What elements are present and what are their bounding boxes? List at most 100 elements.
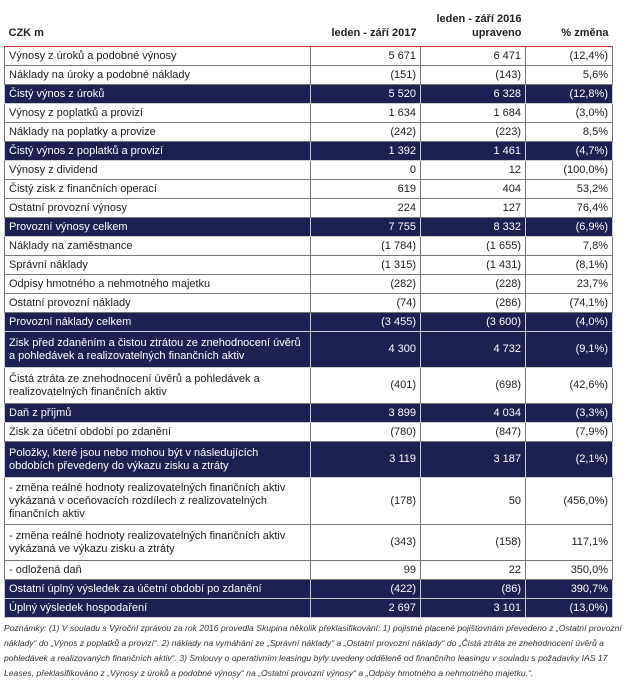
value-change: (456,0%) <box>525 477 613 525</box>
header-2016-line1: leden - září 2016 <box>436 13 522 25</box>
value-2016: 12 <box>420 160 526 180</box>
value-2016: 1 684 <box>420 103 526 123</box>
row-label: Položky, které jsou nebo mohou být v nás… <box>4 441 311 478</box>
value-change: (12,8%) <box>525 84 613 104</box>
value-change: (3,0%) <box>525 103 613 123</box>
value-2017: 3 899 <box>310 403 421 423</box>
table-row: Odpisy hmotného a nehmotného majetku (282… <box>4 274 613 294</box>
value-2017: (1 784) <box>310 236 421 256</box>
header-2016: leden - září 2016 upraveno <box>420 0 526 47</box>
value-2017: 3 119 <box>310 441 421 478</box>
value-change: 350,0% <box>525 560 613 580</box>
row-label: Úplný výsledek hospodaření <box>4 598 311 618</box>
value-2017: 224 <box>310 198 421 218</box>
table-row: Náklady na zaměstnance (1 784) (1 655) 7,8% <box>4 236 613 256</box>
value-2016: (1 655) <box>420 236 526 256</box>
income-statement: CZK m leden - září 2017 leden - září 201… <box>4 0 622 681</box>
table-row: Daň z příjmů 3 899 4 034 (3,3%) <box>4 403 613 423</box>
table-row: Ostatní provozní náklady (74) (286) (74,1%) <box>4 293 613 313</box>
value-change: (4,7%) <box>525 141 613 161</box>
table-row: Položky, které jsou nebo mohou být v nás… <box>4 441 613 478</box>
row-label: Čistý výnos z poplatků a provizí <box>4 141 311 161</box>
row-label: Správní náklady <box>4 255 311 275</box>
row-label: Provozní výnosy celkem <box>4 217 311 237</box>
value-2017: 1 392 <box>310 141 421 161</box>
footnotes: Poznámky: (1) V souladu s Výroční zprávo… <box>4 623 622 678</box>
value-2016: 3 187 <box>420 441 526 478</box>
row-label: - změna reálné hodnoty realizovatelných … <box>4 524 311 561</box>
row-label: Čistý výnos z úroků <box>4 84 311 104</box>
table-row: Čistá ztráta ze znehodnocení úvěrů a poh… <box>4 367 613 404</box>
value-2016: 6 328 <box>420 84 526 104</box>
row-label: Daň z příjmů <box>4 403 311 423</box>
value-2017: 7 755 <box>310 217 421 237</box>
table-row: Provozní náklady celkem (3 455) (3 600) (4,… <box>4 312 613 332</box>
value-change: (42,6%) <box>525 367 613 404</box>
table-row: Úplný výsledek hospodaření 2 697 3 101 (13,… <box>4 598 613 618</box>
row-label: Ostatní provozní výnosy <box>4 198 311 218</box>
value-2016: 1 461 <box>420 141 526 161</box>
table-row: Správní náklady (1 315) (1 431) (8,1%) <box>4 255 613 275</box>
value-2016: (158) <box>420 524 526 561</box>
row-label: Zisk před zdaněním a čistou ztrátou ze z… <box>4 331 311 368</box>
row-label: Čistý zisk z finančních operací <box>4 179 311 199</box>
table-row: - odložená daň 99 22 350,0% <box>4 560 613 580</box>
row-label: Náklady na zaměstnance <box>4 236 311 256</box>
row-label: Provozní náklady celkem <box>4 312 311 332</box>
value-2017: 5 520 <box>310 84 421 104</box>
table-row: Čistý výnos z poplatků a provizí 1 392 1 4… <box>4 141 613 161</box>
value-2016: (1 431) <box>420 255 526 275</box>
row-label: Čistá ztráta ze znehodnocení úvěrů a poh… <box>4 367 311 404</box>
value-2017: 0 <box>310 160 421 180</box>
value-2016: 8 332 <box>420 217 526 237</box>
table-row: Náklady na poplatky a provize (242) (223) 8… <box>4 122 613 142</box>
financial-table: CZK m leden - září 2017 leden - září 201… <box>4 0 613 618</box>
value-change: 76,4% <box>525 198 613 218</box>
value-2016: (228) <box>420 274 526 294</box>
value-change: (12,4%) <box>525 46 613 66</box>
value-2017: 5 671 <box>310 46 421 66</box>
row-label: Výnosy z dividend <box>4 160 311 180</box>
table-row: Výnosy z dividend 0 12 (100,0%) <box>4 160 613 180</box>
row-label: Ostatní provozní náklady <box>4 293 311 313</box>
value-2016: (847) <box>420 422 526 442</box>
value-change: (13,0%) <box>525 598 613 618</box>
value-change: (8,1%) <box>525 255 613 275</box>
value-2016: 22 <box>420 560 526 580</box>
value-change: 23,7% <box>525 274 613 294</box>
row-label: Náklady na úroky a podobné náklady <box>4 65 311 85</box>
row-label: - odložená daň <box>4 560 311 580</box>
table-row: Výnosy z úroků a podobné výnosy 5 671 6 47… <box>4 46 613 66</box>
value-change: (100,0%) <box>525 160 613 180</box>
value-2016: (3 600) <box>420 312 526 332</box>
row-label: Odpisy hmotného a nehmotného majetku <box>4 274 311 294</box>
table-row: Ostatní úplný výsledek za účetní období … <box>4 579 613 599</box>
value-change: 8,5% <box>525 122 613 142</box>
value-2017: 4 300 <box>310 331 421 368</box>
header-2016-line2: upraveno <box>471 27 522 39</box>
value-2016: (86) <box>420 579 526 599</box>
value-2017: (282) <box>310 274 421 294</box>
value-change: (7,9%) <box>525 422 613 442</box>
value-2017: (780) <box>310 422 421 442</box>
value-2016: (286) <box>420 293 526 313</box>
row-label: Ostatní úplný výsledek za účetní období … <box>4 579 311 599</box>
value-2016: 6 471 <box>420 46 526 66</box>
value-change: (3,3%) <box>525 403 613 423</box>
value-2017: (242) <box>310 122 421 142</box>
value-2017: (1 315) <box>310 255 421 275</box>
value-2017: 2 697 <box>310 598 421 618</box>
table-row: Náklady na úroky a podobné náklady (151)(… <box>4 65 613 85</box>
value-2017: (3 455) <box>310 312 421 332</box>
row-label: Zisk za účetní období po zdanění <box>4 422 311 442</box>
value-2017: (401) <box>310 367 421 404</box>
value-change: 390,7% <box>525 579 613 599</box>
value-2016: 3 101 <box>420 598 526 618</box>
value-2017: (151) <box>310 65 421 85</box>
value-2017: (422) <box>310 579 421 599</box>
value-change: 5,6% <box>525 65 613 85</box>
header-2017: leden - září 2017 <box>310 0 421 47</box>
table-row: - změna reálné hodnoty realizovatelných … <box>4 524 613 561</box>
table-row: Ostatní provozní výnosy 224 127 76,4% <box>4 198 613 218</box>
value-2016: (698) <box>420 367 526 404</box>
